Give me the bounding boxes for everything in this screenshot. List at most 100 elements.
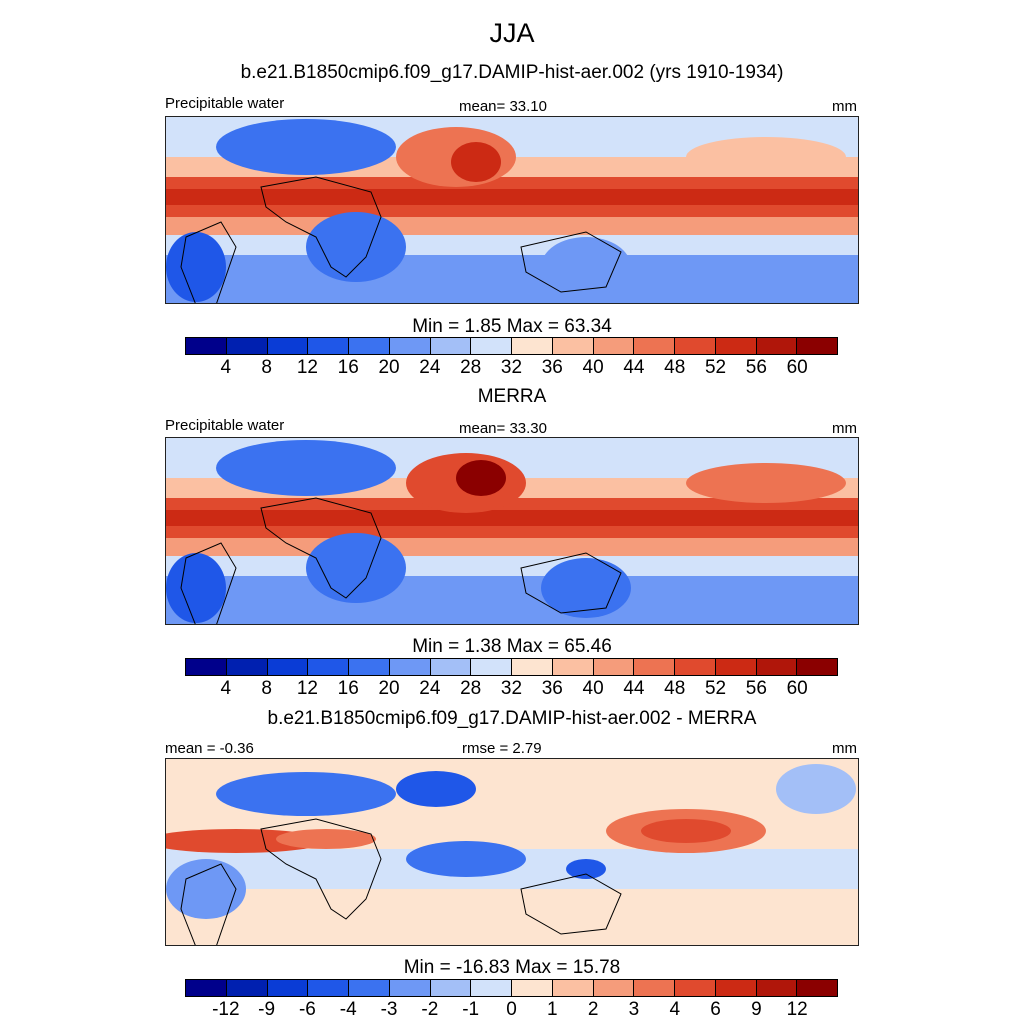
- colorbar-swatch: [226, 980, 268, 996]
- panel-1-map: [165, 116, 859, 304]
- colorbar-swatch: [756, 338, 798, 354]
- colorbar-tick-label: 60: [786, 678, 808, 699]
- colorbar-swatch: [552, 980, 594, 996]
- colorbar-tick-label: 36: [541, 678, 563, 699]
- panel-1-colorbar-ticks: 4 8 12 16 20 24 28 32 36 40 44 48 52 56 60: [185, 357, 838, 379]
- panel-1-map-field: [166, 117, 858, 303]
- panel-3-colorbar: [185, 979, 838, 997]
- colorbar-tick-label: -3: [380, 999, 398, 1020]
- colorbar-swatch: [349, 980, 390, 996]
- panel-2-mean-label: mean= 33.30: [459, 420, 547, 437]
- panel-3-map-field: [166, 759, 858, 945]
- colorbar-swatch: [430, 338, 472, 354]
- panel-2-colorbar-ticks: 4 8 12 16 20 24 28 32 36 40 44 48 52 56 60: [185, 678, 838, 700]
- colorbar-swatch: [389, 980, 431, 996]
- colorbar-swatch: [797, 338, 837, 354]
- panel-3-colorbar-ticks: -12 -9 -6 -4 -3 -2 -1 0 1 2 3 4 6 9 12: [185, 999, 838, 1021]
- colorbar-tick-label: 40: [582, 678, 604, 699]
- colorbar-tick-label: 4: [669, 999, 681, 1020]
- colorbar-swatch: [512, 980, 553, 996]
- panel-2-units-label: mm: [832, 420, 857, 437]
- colorbar-swatch: [186, 338, 227, 354]
- colorbar-tick-label: -2: [421, 999, 439, 1020]
- colorbar-swatch: [675, 659, 716, 675]
- colorbar-tick-label: 60: [786, 357, 808, 378]
- colorbar-swatch: [552, 659, 594, 675]
- colorbar-swatch: [471, 338, 512, 354]
- colorbar-swatch: [634, 980, 675, 996]
- colorbar-tick-label: -9: [258, 999, 276, 1020]
- colorbar-swatch: [267, 338, 309, 354]
- colorbar-tick-label: 0: [506, 999, 517, 1020]
- panel-2-colorbar: [185, 658, 838, 676]
- panel-1-minmax: Min = 1.85 Max = 63.34: [412, 316, 612, 337]
- colorbar-tick-label: 3: [628, 999, 640, 1020]
- colorbar-swatch: [675, 980, 716, 996]
- panel-1-mean-label: mean= 33.10: [459, 98, 547, 115]
- colorbar-tick-label: 24: [419, 357, 441, 378]
- colorbar-tick-label: 32: [500, 357, 523, 378]
- colorbar-tick-label: -1: [462, 999, 480, 1020]
- panel-1-title: b.e21.B1850cmip6.f09_g17.DAMIP-hist-aer.…: [240, 62, 784, 83]
- colorbar-swatch: [267, 980, 309, 996]
- colorbar-swatch: [593, 659, 635, 675]
- colorbar-swatch: [552, 338, 594, 354]
- colorbar-tick-label: 48: [664, 678, 686, 699]
- figure-title: JJA: [489, 18, 535, 48]
- colorbar-swatch: [471, 980, 512, 996]
- panel-2-title: MERRA: [477, 386, 547, 407]
- colorbar-swatch: [512, 659, 553, 675]
- colorbar-swatch: [389, 659, 431, 675]
- colorbar-tick-label: -4: [339, 999, 357, 1020]
- colorbar-tick-label: 8: [261, 357, 272, 378]
- panel-1-variable-label: Precipitable water: [165, 95, 285, 112]
- colorbar-swatch: [471, 659, 512, 675]
- panel-3-units-label: mm: [832, 740, 857, 757]
- colorbar-tick-label: 40: [582, 357, 604, 378]
- colorbar-tick-label: 6: [710, 999, 721, 1020]
- colorbar-swatch: [308, 980, 349, 996]
- colorbar-swatch: [593, 980, 635, 996]
- colorbar-tick-label: 28: [460, 678, 482, 699]
- colorbar-tick-label: 4: [220, 357, 232, 378]
- colorbar-swatch: [715, 659, 757, 675]
- colorbar-tick-label: 24: [419, 678, 441, 699]
- panel-3-mean-label: mean = -0.36: [165, 740, 254, 757]
- colorbar-swatch: [797, 659, 837, 675]
- colorbar-tick-label: 9: [751, 999, 762, 1020]
- colorbar-swatch: [756, 659, 798, 675]
- panel-3-map: [165, 758, 859, 946]
- colorbar-swatch: [226, 659, 268, 675]
- colorbar-tick-label: 8: [261, 678, 272, 699]
- colorbar-swatch: [226, 338, 268, 354]
- colorbar-tick-label: -12: [212, 999, 240, 1020]
- colorbar-tick-label: 36: [541, 357, 563, 378]
- colorbar-tick-label: 12: [296, 357, 319, 378]
- colorbar-swatch: [349, 659, 390, 675]
- colorbar-tick-label: 12: [296, 678, 319, 699]
- colorbar-swatch: [267, 659, 309, 675]
- colorbar-swatch: [430, 659, 472, 675]
- panel-3-rmse-label: rmse = 2.79: [462, 740, 542, 757]
- colorbar-swatch: [186, 980, 227, 996]
- colorbar-tick-label: 56: [745, 357, 767, 378]
- panel-2-map-field: [166, 438, 858, 624]
- colorbar-tick-label: 44: [623, 357, 645, 378]
- colorbar-tick-label: 1: [547, 999, 558, 1020]
- colorbar-swatch: [593, 338, 635, 354]
- panel-3-title: b.e21.B1850cmip6.f09_g17.DAMIP-hist-aer.…: [267, 708, 757, 729]
- colorbar-tick-label: 20: [378, 678, 400, 699]
- colorbar-tick-label: 48: [664, 357, 686, 378]
- colorbar-tick-label: 20: [378, 357, 400, 378]
- colorbar-swatch: [389, 338, 431, 354]
- colorbar-swatch: [308, 338, 349, 354]
- colorbar-tick-label: 44: [623, 678, 645, 699]
- colorbar-swatch: [715, 338, 757, 354]
- panel-1-units-label: mm: [832, 98, 857, 115]
- colorbar-tick-label: 4: [220, 678, 232, 699]
- colorbar-swatch: [430, 980, 472, 996]
- colorbar-tick-label: 16: [337, 678, 359, 699]
- colorbar-tick-label: 28: [460, 357, 482, 378]
- panel-1-colorbar: [185, 337, 838, 355]
- colorbar-swatch: [675, 338, 716, 354]
